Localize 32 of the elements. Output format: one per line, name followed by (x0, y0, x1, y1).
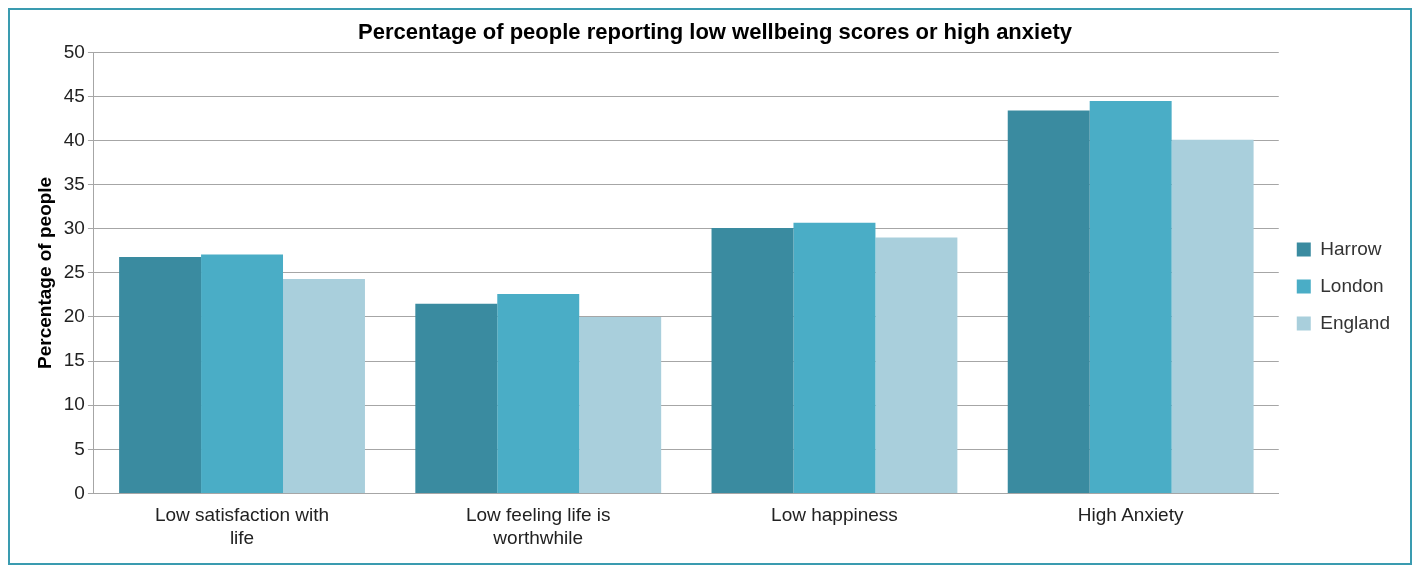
y-tick-label: 0 (74, 481, 85, 503)
y-tick-label: 15 (63, 349, 85, 371)
y-tick-label: 20 (63, 305, 85, 327)
bar (579, 317, 662, 493)
y-tick-label: 30 (63, 217, 85, 239)
y-tick-label: 40 (63, 128, 85, 150)
bar (875, 237, 958, 493)
x-tick-label: Low happiness (771, 504, 898, 526)
x-tick-label: Low feeling life is worthwhile (465, 504, 611, 548)
y-tick-label: 10 (63, 393, 85, 415)
bar (793, 222, 876, 493)
bar (415, 303, 498, 493)
bar (1171, 139, 1254, 493)
bar (497, 294, 580, 493)
legend-label: Harrow (1320, 237, 1382, 259)
x-tick-label: High Anxiety (1077, 504, 1184, 526)
y-tick-label: 5 (74, 437, 85, 459)
y-tick-label: 50 (63, 40, 85, 62)
bar (119, 257, 202, 493)
x-tick-label: Low satisfaction with life (154, 504, 330, 548)
chart-title: Percentage of people reporting low wellbeing scores or high anxiety (358, 19, 1073, 45)
bar (711, 227, 794, 493)
y-axis-title: Percentage of people (33, 176, 55, 369)
bar (1007, 110, 1090, 493)
y-tick-label: 35 (63, 172, 85, 194)
y-tick-label: 45 (63, 84, 85, 106)
bar (283, 279, 365, 493)
legend-label: England (1320, 311, 1391, 333)
bar (1089, 100, 1172, 493)
legend-label: London (1320, 274, 1384, 296)
bar (201, 254, 284, 493)
y-tick-label: 25 (63, 261, 85, 283)
